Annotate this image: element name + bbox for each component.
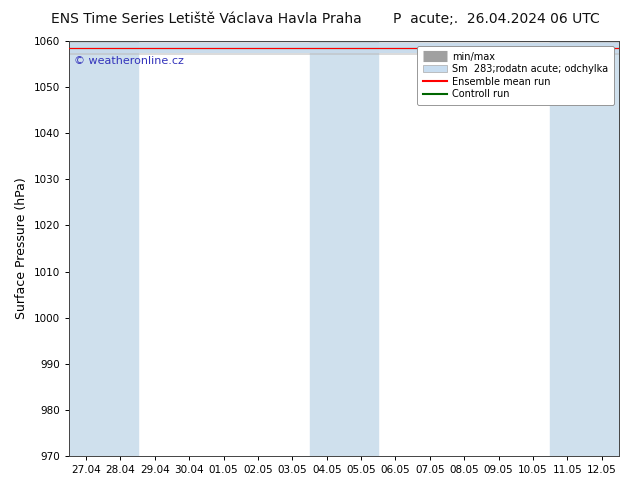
Bar [69, 41, 103, 456]
Bar [344, 41, 378, 456]
Bar [103, 41, 138, 456]
Legend: min/max, Sm  283;rodatn acute; odchylka, Ensemble mean run, Controll run: min/max, Sm 283;rodatn acute; odchylka, … [417, 46, 614, 105]
Text: P  acute;.  26.04.2024 06 UTC: P acute;. 26.04.2024 06 UTC [393, 12, 600, 26]
Bar [550, 41, 585, 456]
Bar [309, 41, 344, 456]
Y-axis label: Surface Pressure (hPa): Surface Pressure (hPa) [15, 178, 28, 319]
Text: ENS Time Series Letiště Václava Havla Praha: ENS Time Series Letiště Václava Havla Pr… [51, 12, 361, 26]
Text: © weatheronline.cz: © weatheronline.cz [74, 55, 184, 66]
Bar [585, 41, 619, 456]
